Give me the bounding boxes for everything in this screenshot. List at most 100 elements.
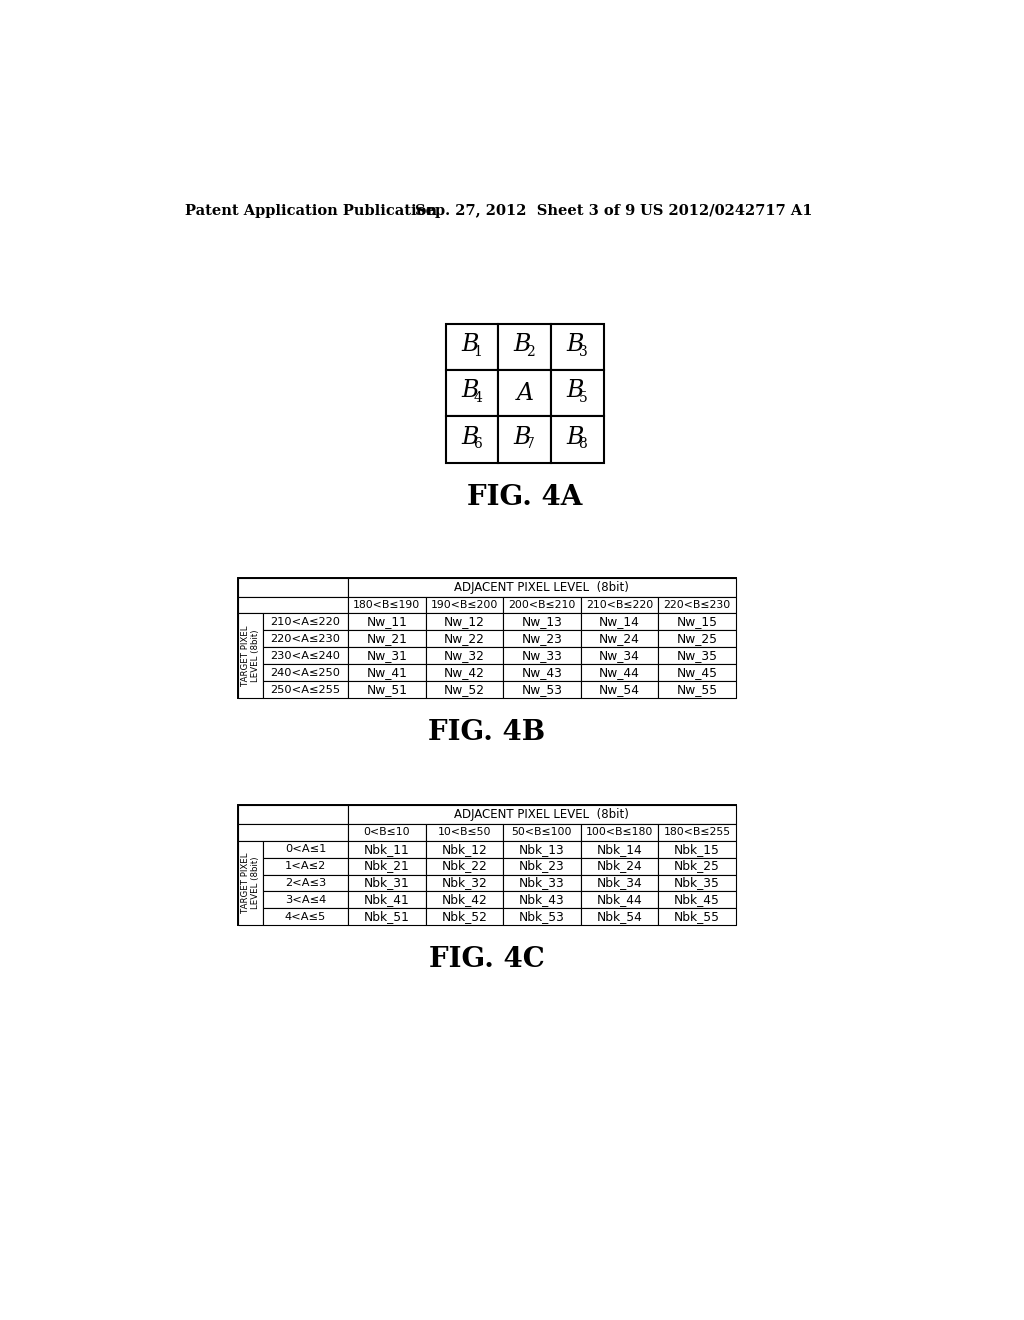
- Bar: [263, 647, 348, 664]
- Bar: [263, 908, 348, 925]
- Text: 1: 1: [473, 345, 482, 359]
- Text: 7: 7: [525, 437, 535, 451]
- Bar: [503, 908, 581, 925]
- Bar: [426, 891, 503, 908]
- Text: Nbk_24: Nbk_24: [596, 859, 642, 873]
- Text: 3<A≤4: 3<A≤4: [285, 895, 326, 906]
- Text: 2<A≤3: 2<A≤3: [285, 878, 326, 888]
- Text: Nw_32: Nw_32: [444, 649, 484, 663]
- Text: 210<B≤220: 210<B≤220: [586, 601, 653, 610]
- Text: 0<B≤10: 0<B≤10: [364, 828, 411, 837]
- Text: 180<B≤190: 180<B≤190: [353, 601, 421, 610]
- Bar: [426, 597, 503, 614]
- Bar: [503, 841, 581, 858]
- Bar: [426, 841, 503, 858]
- Text: Nbk_23: Nbk_23: [519, 859, 564, 873]
- Text: 3: 3: [579, 345, 588, 359]
- Bar: [503, 647, 581, 664]
- Bar: [238, 824, 348, 841]
- Bar: [238, 805, 735, 925]
- Bar: [348, 664, 426, 681]
- Text: FIG. 4A: FIG. 4A: [467, 483, 583, 511]
- Bar: [551, 370, 604, 416]
- Text: Nbk_21: Nbk_21: [364, 859, 410, 873]
- Bar: [263, 891, 348, 908]
- Text: Nw_35: Nw_35: [676, 649, 718, 663]
- Text: Nw_43: Nw_43: [521, 667, 562, 680]
- Bar: [581, 664, 658, 681]
- Bar: [238, 841, 263, 925]
- Text: B: B: [566, 425, 584, 449]
- Bar: [426, 875, 503, 891]
- Text: 10<B≤50: 10<B≤50: [437, 828, 492, 837]
- Bar: [238, 597, 348, 614]
- Bar: [658, 908, 735, 925]
- Text: 250<A≤255: 250<A≤255: [270, 685, 341, 694]
- Bar: [348, 908, 426, 925]
- Text: Nbk_14: Nbk_14: [596, 842, 642, 855]
- Bar: [551, 416, 604, 462]
- Bar: [263, 841, 348, 858]
- Text: B: B: [566, 333, 584, 356]
- Text: ADJACENT PIXEL LEVEL  (8bit): ADJACENT PIXEL LEVEL (8bit): [455, 808, 630, 821]
- Text: Nw_41: Nw_41: [367, 667, 408, 680]
- Bar: [503, 875, 581, 891]
- Text: Nw_14: Nw_14: [599, 615, 640, 628]
- Bar: [263, 858, 348, 875]
- Text: Nbk_31: Nbk_31: [364, 876, 410, 890]
- Bar: [426, 647, 503, 664]
- Text: B: B: [566, 379, 584, 403]
- Text: Nbk_32: Nbk_32: [441, 876, 487, 890]
- Text: Nbk_15: Nbk_15: [674, 842, 720, 855]
- Bar: [348, 681, 426, 698]
- Text: Nw_55: Nw_55: [676, 684, 718, 696]
- Text: Nw_13: Nw_13: [521, 615, 562, 628]
- Text: Nbk_22: Nbk_22: [441, 859, 487, 873]
- Bar: [238, 578, 735, 698]
- Bar: [348, 597, 426, 614]
- Bar: [503, 664, 581, 681]
- Text: Nbk_33: Nbk_33: [519, 876, 564, 890]
- Text: Nw_44: Nw_44: [599, 667, 640, 680]
- Bar: [445, 416, 499, 462]
- Text: Nw_12: Nw_12: [444, 615, 484, 628]
- Text: Nbk_44: Nbk_44: [596, 894, 642, 907]
- Bar: [238, 578, 348, 597]
- Bar: [348, 631, 426, 647]
- Text: Nw_52: Nw_52: [443, 684, 484, 696]
- Bar: [503, 858, 581, 875]
- Bar: [658, 841, 735, 858]
- Bar: [658, 597, 735, 614]
- Text: Nbk_52: Nbk_52: [441, 911, 487, 924]
- Text: Nbk_34: Nbk_34: [596, 876, 642, 890]
- Text: Nbk_53: Nbk_53: [519, 911, 565, 924]
- Text: Nbk_43: Nbk_43: [519, 894, 564, 907]
- Text: 220<A≤230: 220<A≤230: [270, 634, 340, 644]
- Text: Nbk_25: Nbk_25: [674, 859, 720, 873]
- Text: 100<B≤180: 100<B≤180: [586, 828, 653, 837]
- Bar: [503, 614, 581, 631]
- Bar: [503, 891, 581, 908]
- Bar: [348, 841, 426, 858]
- Text: Nbk_45: Nbk_45: [674, 894, 720, 907]
- Text: 50<B≤100: 50<B≤100: [512, 828, 572, 837]
- Bar: [426, 681, 503, 698]
- Text: TARGET PIXEL
LEVEL (8bit): TARGET PIXEL LEVEL (8bit): [241, 853, 260, 913]
- Text: Sep. 27, 2012  Sheet 3 of 9: Sep. 27, 2012 Sheet 3 of 9: [415, 203, 635, 218]
- Bar: [503, 631, 581, 647]
- Bar: [499, 323, 551, 370]
- Bar: [551, 323, 604, 370]
- Text: 4<A≤5: 4<A≤5: [285, 912, 326, 921]
- Bar: [426, 824, 503, 841]
- Bar: [658, 664, 735, 681]
- Bar: [263, 875, 348, 891]
- Bar: [348, 614, 426, 631]
- Text: 240<A≤250: 240<A≤250: [270, 668, 340, 677]
- Bar: [658, 631, 735, 647]
- Text: Nw_21: Nw_21: [367, 632, 408, 645]
- Bar: [658, 681, 735, 698]
- Text: A: A: [516, 381, 534, 405]
- Text: 2: 2: [526, 345, 535, 359]
- Text: 5: 5: [579, 391, 588, 405]
- Text: 190<B≤200: 190<B≤200: [431, 601, 498, 610]
